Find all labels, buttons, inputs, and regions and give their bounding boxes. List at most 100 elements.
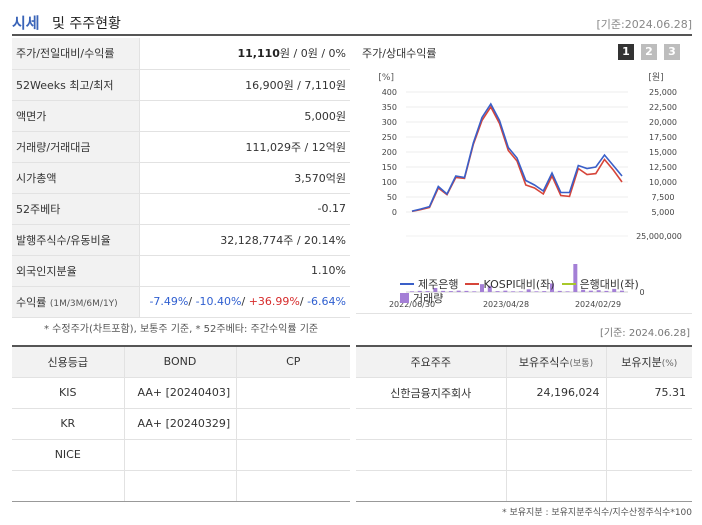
volume-bar bbox=[487, 285, 492, 292]
info-value: 5,000원 bbox=[139, 100, 350, 132]
rating-bond bbox=[124, 470, 237, 502]
holders-base-date: [기준: 2024.06.28] bbox=[599, 328, 690, 339]
volume-tick-label: 0 bbox=[639, 288, 644, 297]
volume-bar bbox=[503, 290, 508, 292]
left-tick-label: 100 bbox=[382, 178, 397, 187]
holders-header-shares: 보유주식수(보통) bbox=[506, 346, 607, 378]
shares-unit: (보통) bbox=[569, 358, 594, 369]
right-tick-label: 15,000 bbox=[649, 148, 677, 157]
rating-cp bbox=[236, 377, 350, 409]
return-3m: -10.40% bbox=[195, 295, 242, 308]
table-row bbox=[356, 470, 692, 502]
info-key: 시가총액 bbox=[12, 162, 140, 194]
left-tick-label: 0 bbox=[392, 208, 397, 217]
legend-label: 은행대비(좌) bbox=[579, 278, 639, 291]
legend-swatch bbox=[561, 283, 576, 285]
legend-item: 은행대비(좌) bbox=[561, 278, 639, 292]
volume-bar bbox=[550, 283, 554, 292]
right-tick-label: 5,000 bbox=[652, 208, 675, 217]
rating-bond: AA+ [20240329] bbox=[124, 408, 237, 440]
chart-tab-1[interactable]: 1 bbox=[618, 44, 634, 60]
info-row: 52주베타 -0.17 bbox=[12, 193, 350, 225]
table-row: KR AA+ [20240329] bbox=[12, 408, 350, 440]
info-value: -0.17 bbox=[139, 193, 350, 225]
price-info-table: 주가/전일대비/수익률 11,110원 / 0원 / 0% 52Weeks 최고… bbox=[12, 38, 350, 318]
volume-bar bbox=[410, 291, 414, 292]
table-row bbox=[12, 470, 350, 502]
table-row: NICE bbox=[12, 439, 350, 471]
info-row: 발행주식수/유동비율 32,128,774주 / 20.14% bbox=[12, 224, 350, 256]
price-change: 원 / 0원 / 0% bbox=[279, 47, 346, 61]
rating-header-row: 신용등급 BOND CP bbox=[12, 346, 350, 378]
holder-name bbox=[356, 439, 507, 471]
left-tick-label: 50 bbox=[387, 193, 397, 202]
holder-ratio bbox=[606, 439, 692, 471]
right-tick-label: 7,500 bbox=[652, 193, 675, 202]
table-row: KIS AA+ [20240403] bbox=[12, 377, 350, 409]
info-row: 액면가 5,000원 bbox=[12, 100, 350, 132]
info-key: 액면가 bbox=[12, 100, 140, 132]
info-key: 주가/전일대비/수익률 bbox=[12, 38, 140, 70]
volume-bar bbox=[526, 289, 531, 292]
return-sep: / bbox=[299, 295, 308, 308]
returns-row: 수익률 (1M/3M/6M/1Y) -7.49%/ -10.40%/ +36.9… bbox=[12, 286, 350, 318]
legend-item: KOSPI대비(좌) bbox=[465, 278, 555, 292]
info-value: 3,570억원 bbox=[139, 162, 350, 194]
legend-swatch bbox=[400, 293, 409, 303]
rating-cp bbox=[236, 470, 350, 502]
return-sep: / bbox=[188, 295, 196, 308]
return-1m: -7.49% bbox=[149, 295, 189, 308]
chart-panel: 주가/상대수익률 1 2 3 [%] [원] 400 350 300 250 200 150 1… bbox=[356, 38, 692, 314]
info-value: 11,110원 / 0원 / 0% bbox=[139, 38, 350, 70]
chart-tab-3[interactable]: 3 bbox=[664, 44, 680, 60]
holders-header-ratio: 보유지분(%) bbox=[606, 346, 692, 378]
info-key: 52Weeks 최고/최저 bbox=[12, 69, 140, 101]
chart-legend: 제주은행 KOSPI대비(좌) 은행대비(좌) 거래량 bbox=[400, 278, 690, 306]
info-row: 52Weeks 최고/최저 16,900원 / 7,110원 bbox=[12, 69, 350, 101]
volume-bar bbox=[480, 284, 484, 292]
rating-agency bbox=[12, 470, 125, 502]
chart-tab-2[interactable]: 2 bbox=[641, 44, 657, 60]
holder-ratio bbox=[606, 470, 692, 502]
returns-period: (1M/3M/6M/1Y) bbox=[49, 298, 118, 309]
legend-swatch bbox=[400, 283, 414, 285]
returns-key: 수익률 (1M/3M/6M/1Y) bbox=[12, 286, 140, 318]
left-tick-label: 400 bbox=[382, 88, 397, 97]
volume-bar bbox=[620, 290, 624, 292]
volume-bar bbox=[417, 290, 422, 292]
rating-header: 신용등급 bbox=[12, 346, 125, 378]
holders-header-name: 주요주주 bbox=[356, 346, 507, 378]
volume-bar bbox=[441, 290, 446, 292]
left-tick-label: 300 bbox=[382, 118, 397, 127]
left-tick-label: 350 bbox=[382, 103, 397, 112]
volume-bar bbox=[518, 291, 523, 292]
volume-bar bbox=[425, 291, 430, 292]
left-tick-label: 200 bbox=[382, 148, 397, 157]
volume-bar bbox=[534, 291, 539, 292]
shares-label: 보유주식수 bbox=[518, 355, 570, 369]
rating-cp bbox=[236, 439, 350, 471]
current-price: 11,110 bbox=[237, 47, 280, 61]
return-6m: +36.99% bbox=[248, 295, 300, 308]
right-tick-label: 20,000 bbox=[649, 118, 677, 127]
holder-name: 신한금융지주회사 bbox=[356, 377, 507, 409]
rating-bond bbox=[124, 439, 237, 471]
volume-bar bbox=[542, 291, 547, 292]
chart-tabs: 1 2 3 bbox=[618, 44, 680, 60]
info-key: 52주베타 bbox=[12, 193, 140, 225]
info-row: 외국인지분율 1.10% bbox=[12, 255, 350, 287]
left-tick-label: 150 bbox=[382, 163, 397, 172]
table-row: 신한금융지주회사 24,196,024 75.31 bbox=[356, 377, 692, 409]
right-tick-label: 12,500 bbox=[649, 163, 677, 172]
left-tick-label: 250 bbox=[382, 133, 397, 142]
return-sep: / bbox=[241, 295, 249, 308]
chart-title: 주가/상대수익률 bbox=[362, 47, 437, 60]
legend-label: 제주은행 bbox=[418, 278, 459, 291]
x-tick-label: 2024/02/29 bbox=[575, 300, 621, 309]
x-tick-label: 2022/06/30 bbox=[389, 300, 435, 309]
volume-bar bbox=[612, 288, 617, 292]
table-row bbox=[356, 439, 692, 471]
volume-bar bbox=[448, 291, 453, 292]
holder-name bbox=[356, 408, 507, 440]
right-tick-label: 10,000 bbox=[649, 178, 677, 187]
